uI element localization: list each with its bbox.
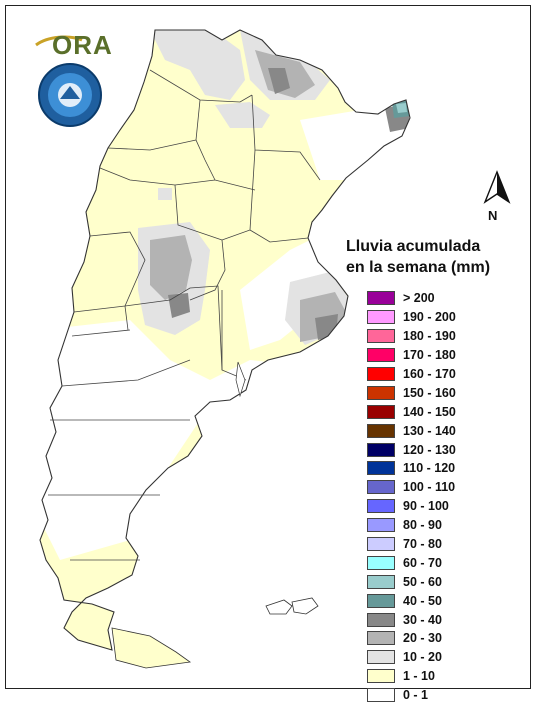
legend-item: 70 - 80	[367, 535, 456, 554]
legend-item: 190 - 200	[367, 308, 456, 327]
legend-label: 100 - 110	[403, 480, 456, 495]
legend-item: 30 - 40	[367, 610, 456, 629]
legend-label: 180 - 190	[403, 329, 456, 344]
legend-item: 140 - 150	[367, 402, 456, 421]
legend-item: 100 - 110	[367, 478, 456, 497]
legend-label: > 200	[403, 291, 435, 306]
legend-label: 40 - 50	[403, 593, 442, 608]
legend-label: 60 - 70	[403, 555, 442, 570]
legend-label: 120 - 130	[403, 442, 456, 457]
legend-swatch	[367, 367, 395, 381]
legend-label: 30 - 40	[403, 612, 442, 627]
legend-swatch	[367, 310, 395, 325]
legend-item: 120 - 130	[367, 440, 456, 459]
legend-label: 80 - 90	[403, 518, 442, 533]
legend-item: 10 - 20	[367, 648, 456, 667]
legend-title-line1: Lluvia acumulada	[346, 238, 481, 255]
legend-label: 150 - 160	[403, 385, 456, 400]
legend-swatch	[367, 537, 395, 552]
legend-swatch	[367, 555, 395, 570]
legend-label: 50 - 60	[403, 574, 442, 589]
legend-label: 1 - 10	[403, 669, 435, 684]
legend-swatch	[367, 329, 395, 344]
smn-seal-logo	[38, 63, 102, 127]
legend-label: 10 - 20	[403, 650, 442, 665]
ora-logo-swoosh	[35, 35, 83, 47]
legend-swatch	[367, 385, 395, 400]
north-arrow: N	[482, 170, 512, 225]
legend-swatch	[367, 480, 395, 495]
legend-item: 50 - 60	[367, 572, 456, 591]
legend-label: 70 - 80	[403, 537, 442, 552]
ora-logo-text: ORA	[52, 30, 113, 60]
legend-swatch	[367, 593, 395, 608]
legend-swatch	[367, 404, 395, 419]
legend-label: 20 - 30	[403, 631, 442, 646]
north-label: N	[488, 208, 498, 223]
legend: > 200 190 - 200 180 - 190 170 - 180 160 - 17…	[367, 289, 456, 705]
legend-label: 90 - 100	[403, 499, 449, 514]
legend-label: 170 - 180	[403, 348, 456, 363]
legend-item: 20 - 30	[367, 629, 456, 648]
legend-item: 180 - 190	[367, 327, 456, 346]
legend-swatch	[367, 518, 395, 533]
legend-swatch	[367, 650, 395, 665]
legend-swatch	[367, 669, 395, 684]
rainfall-zones	[40, 30, 410, 650]
coast-detail	[235, 361, 246, 398]
malvinas-islands	[265, 597, 319, 615]
legend-item: 40 - 50	[367, 591, 456, 610]
legend-swatch	[367, 423, 395, 438]
tierra-del-fuego	[111, 627, 192, 669]
legend-item: 130 - 140	[367, 421, 456, 440]
legend-swatch	[367, 688, 395, 703]
legend-item: 90 - 100	[367, 497, 456, 516]
legend-label: 0 - 1	[403, 688, 429, 703]
legend-label: 130 - 140	[403, 423, 456, 438]
legend-swatch	[367, 631, 395, 646]
legend-swatch	[367, 461, 395, 476]
legend-item: 60 - 70	[367, 553, 456, 572]
legend-swatch	[367, 499, 395, 514]
legend-label: 110 - 120	[403, 461, 456, 476]
legend-label: 140 - 150	[403, 404, 456, 419]
legend-item: 0 - 1	[367, 686, 456, 705]
legend-label: 190 - 200	[403, 310, 456, 325]
legend-swatch	[367, 291, 395, 306]
legend-item: 80 - 90	[367, 516, 456, 535]
legend-swatch	[367, 574, 395, 589]
legend-item: 160 - 170	[367, 365, 456, 384]
province-borders	[48, 69, 321, 561]
north-arrow-icon	[483, 170, 511, 204]
legend-item: 1 - 10	[367, 667, 456, 686]
legend-item: 110 - 120	[367, 459, 456, 478]
legend-item: 170 - 180	[367, 346, 456, 365]
legend-item: 150 - 160	[367, 383, 456, 402]
legend-title-line2: en la semana (mm)	[346, 259, 491, 276]
legend-item: > 200	[367, 289, 456, 308]
legend-swatch	[367, 612, 395, 627]
legend-swatch	[367, 348, 395, 363]
legend-swatch	[367, 442, 395, 457]
legend-label: 160 - 170	[403, 367, 456, 381]
legend-title: Lluvia acumulada en la semana (mm)	[346, 236, 490, 278]
